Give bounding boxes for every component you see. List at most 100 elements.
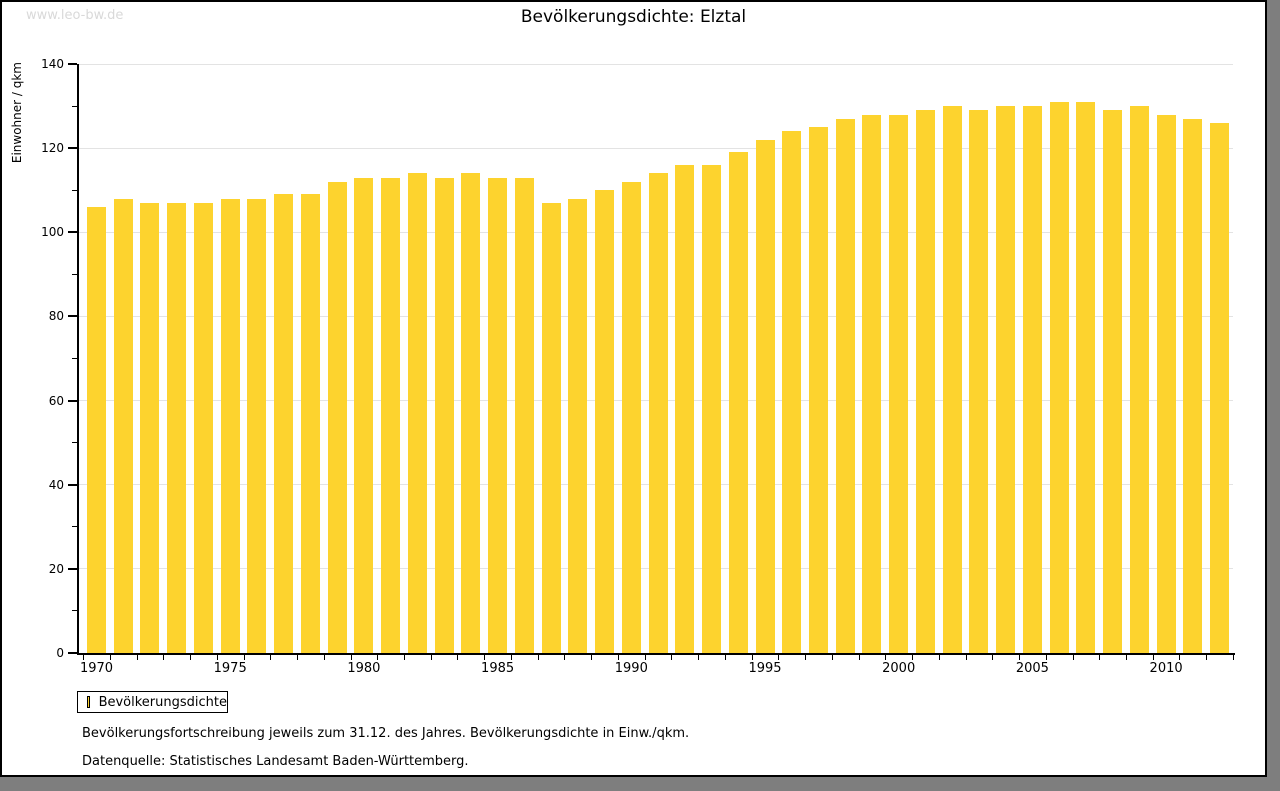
- x-tick-32: [938, 655, 940, 660]
- bar-1988: [568, 198, 588, 653]
- bar-1991: [648, 173, 668, 653]
- y-tick-label-120: 120: [41, 141, 64, 156]
- x-tick-30: [885, 655, 887, 660]
- x-tick-28: [831, 655, 833, 660]
- y-minor-tick-130: [72, 105, 77, 107]
- x-tick-label-2005: 2005: [1015, 661, 1049, 676]
- bar-2003: [969, 110, 989, 653]
- bar-1975: [220, 198, 240, 653]
- bar-1979: [327, 181, 347, 653]
- bar-1983: [434, 177, 454, 653]
- y-tick-label-140: 140: [41, 57, 64, 71]
- x-tick-5: [216, 655, 218, 660]
- bar-1973: [167, 202, 187, 653]
- x-tick-27: [805, 655, 807, 660]
- x-tick-20: [617, 655, 619, 660]
- bar-1999: [862, 114, 882, 653]
- x-tick-7: [270, 655, 272, 660]
- x-tick-12: [404, 655, 405, 660]
- legend-color-swatch: [87, 696, 90, 708]
- y-tick-20: [68, 567, 77, 570]
- bar-2007: [1076, 101, 1096, 653]
- x-tick-14: [457, 655, 459, 660]
- x-tick-34: [992, 655, 994, 660]
- x-tick-4: [190, 655, 192, 660]
- x-tick-label-2010: 2010: [1149, 661, 1183, 676]
- y-tick-120: [68, 147, 77, 150]
- watermark: www.leo-bw.de: [26, 8, 124, 23]
- y-tick-80: [68, 315, 77, 318]
- bar-1992: [675, 164, 695, 653]
- bar-1997: [808, 127, 828, 653]
- bar-1971: [113, 198, 133, 653]
- y-tick-label-40: 40: [48, 477, 64, 492]
- bar-1978: [300, 194, 320, 653]
- gridline-140: [79, 63, 1233, 65]
- y-tick-140: [68, 63, 77, 65]
- x-tick-43: [1232, 655, 1234, 660]
- x-tick-40: [1152, 655, 1154, 660]
- y-minor-tick-10: [72, 610, 77, 612]
- x-tick-38: [1099, 655, 1101, 660]
- bar-2005: [1022, 106, 1042, 653]
- bar-2008: [1103, 110, 1123, 653]
- x-tick-0: [83, 655, 85, 660]
- x-tick-10: [350, 655, 352, 660]
- bar-2012: [1210, 122, 1230, 653]
- x-tick-13: [430, 655, 432, 660]
- y-tick-100: [68, 231, 77, 234]
- x-tick-16: [510, 655, 512, 660]
- bar-2000: [889, 114, 909, 653]
- x-tick-9: [323, 655, 325, 660]
- x-tick-label-2000: 2000: [882, 661, 916, 676]
- x-tick-6: [243, 655, 245, 660]
- x-tick-17: [537, 655, 539, 660]
- bar-2004: [996, 106, 1016, 653]
- x-tick-label-1975: 1975: [213, 661, 247, 676]
- y-tick-label-60: 60: [48, 393, 64, 408]
- gridline-120: [79, 147, 1233, 149]
- legend-label: Bevölkerungsdichte: [98, 694, 227, 710]
- y-minor-tick-30: [72, 526, 77, 528]
- y-tick-label-80: 80: [48, 309, 64, 324]
- x-tick-42: [1206, 655, 1208, 660]
- x-tick-2: [136, 655, 138, 660]
- bar-1994: [728, 152, 748, 653]
- y-minor-tick-50: [72, 442, 77, 444]
- y-minor-tick-90: [72, 273, 77, 275]
- x-tick-label-1970: 1970: [79, 661, 114, 676]
- bar-2001: [915, 110, 935, 653]
- x-tick-36: [1045, 655, 1047, 660]
- x-tick-18: [564, 655, 566, 660]
- bar-1993: [702, 164, 722, 653]
- x-tick-26: [778, 655, 780, 660]
- x-tick-22: [671, 655, 673, 660]
- bar-2006: [1049, 101, 1069, 653]
- bar-2011: [1183, 118, 1203, 653]
- y-tick-label-100: 100: [41, 225, 64, 240]
- y-tick-label-20: 20: [48, 561, 64, 576]
- y-tick-60: [68, 399, 77, 402]
- chart-card: www.leo-bw.de Bevölkerungsdichte: Elztal…: [0, 0, 1267, 777]
- y-tick-0: [68, 652, 77, 654]
- x-tick-24: [724, 655, 726, 660]
- x-tick-label-1995: 1995: [748, 661, 782, 676]
- bar-1986: [514, 177, 534, 653]
- x-tick-label-1990: 1990: [614, 661, 648, 676]
- x-tick-37: [1072, 655, 1074, 660]
- bar-1972: [140, 202, 160, 653]
- legend-box: Bevölkerungsdichte: [77, 691, 228, 713]
- x-tick-21: [644, 655, 646, 660]
- x-tick-23: [698, 655, 700, 660]
- x-tick-11: [377, 655, 379, 660]
- bar-1970: [87, 207, 106, 653]
- x-tick-31: [912, 655, 914, 660]
- plot-area: 0 20 40 60 80 100 120 140 1970 1975 1980 1985 1990 19…: [41, 57, 1235, 676]
- x-tick-35: [1019, 655, 1021, 660]
- bar-1998: [835, 118, 855, 653]
- footnote-source: Datenquelle: Statistisches Landesamt Bad…: [82, 754, 469, 769]
- x-tick-25: [751, 655, 753, 660]
- x-tick-8: [297, 655, 299, 660]
- bar-1982: [407, 173, 427, 653]
- x-tick-19: [591, 655, 593, 660]
